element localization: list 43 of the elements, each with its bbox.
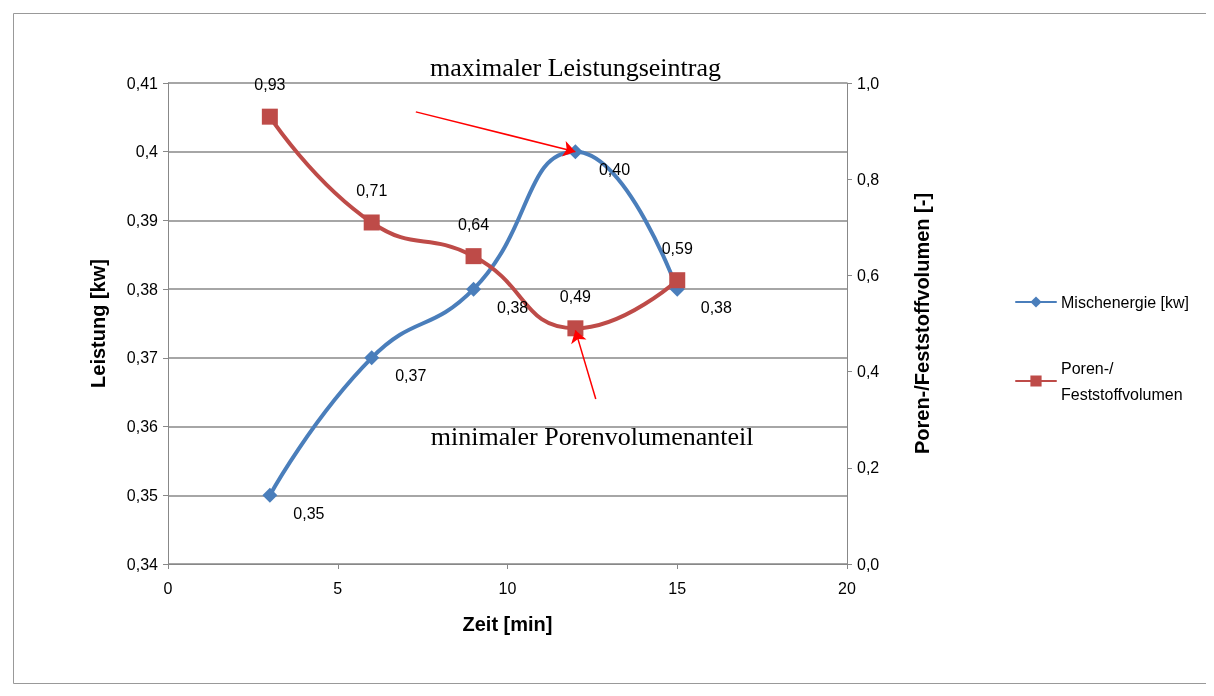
data-label: 0,38 — [700, 298, 732, 316]
point — [567, 320, 584, 337]
point — [363, 214, 380, 231]
annotation: maximaler Leistungseintrag — [430, 53, 721, 83]
x-tick-label: 15 — [668, 579, 687, 597]
y-tick-label: 0,36 — [126, 418, 159, 436]
point — [466, 281, 482, 297]
point — [465, 248, 482, 265]
y-tick-label: 0,37 — [126, 349, 159, 367]
data-label: 0,93 — [254, 76, 286, 94]
y-tick-label: 0,39 — [126, 211, 159, 229]
y-tick-label: 0,34 — [126, 555, 159, 573]
data-label: 0,37 — [395, 367, 427, 385]
legend-label: Poren-/Feststoffvolumen — [1061, 359, 1183, 403]
y-tick-label: 0,35 — [126, 486, 159, 504]
data-label: 0,49 — [559, 287, 592, 305]
point — [262, 487, 278, 503]
y2-tick-label: 0,8 — [857, 170, 880, 188]
point — [364, 350, 380, 366]
y2-tick-label: 0,4 — [857, 363, 880, 381]
x-tick-label: 10 — [498, 579, 517, 597]
point — [669, 272, 686, 289]
x-axis-title: Zeit [min] — [462, 613, 553, 635]
x-tick-label: 5 — [333, 579, 343, 597]
y2-tick-label: 0,0 — [857, 555, 880, 573]
y2-axis-title: Poren-/Feststoffvolumen [-] — [911, 192, 933, 455]
data-label: 0,35 — [293, 504, 325, 522]
x-tick-label: 0 — [163, 579, 173, 597]
y2-tick-label: 0,2 — [857, 459, 880, 477]
data-label: 0,59 — [661, 239, 693, 257]
y2-tick-label: 0,6 — [857, 266, 880, 284]
data-label: 0,38 — [497, 298, 529, 316]
legend-label: Mischenergie [kw] — [1061, 293, 1190, 311]
y-tick-label: 0,38 — [126, 280, 159, 298]
annotation: minimaler Porenvolumenanteil — [430, 422, 754, 452]
y-tick-label: 0,4 — [135, 143, 159, 161]
y2-tick-label: 1,0 — [857, 74, 880, 92]
data-label: 0,71 — [356, 181, 388, 199]
data-label: 0,64 — [457, 215, 490, 233]
y-axis-title: Leistung [kw] — [87, 259, 109, 388]
y-tick-label: 0,41 — [126, 74, 159, 92]
point — [261, 108, 278, 125]
x-tick-label: 20 — [838, 579, 856, 597]
